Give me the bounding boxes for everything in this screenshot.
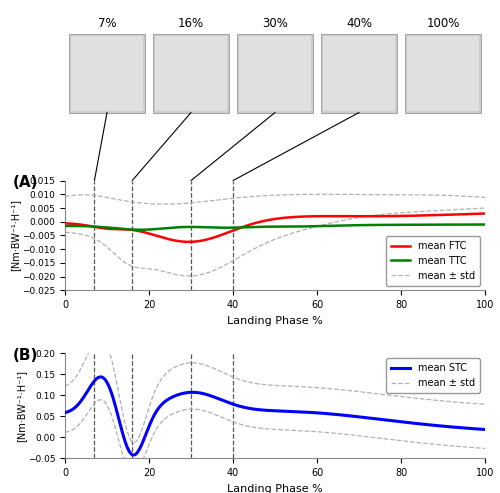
Legend: mean FTC, mean TTC, mean ± std: mean FTC, mean TTC, mean ± std xyxy=(386,236,480,285)
Bar xyxy=(72,36,142,110)
Bar xyxy=(324,36,394,110)
X-axis label: Landing Phase %: Landing Phase % xyxy=(227,484,323,493)
Bar xyxy=(69,35,145,112)
Text: 7%: 7% xyxy=(98,17,116,30)
Y-axis label: [Nm·BW⁻¹·H⁻¹]: [Nm·BW⁻¹·H⁻¹] xyxy=(16,370,26,442)
Bar xyxy=(153,35,229,112)
Text: 100%: 100% xyxy=(426,17,460,30)
Bar xyxy=(405,35,481,112)
Text: 30%: 30% xyxy=(262,17,288,30)
Bar xyxy=(408,36,478,110)
Bar xyxy=(240,36,310,110)
Text: 16%: 16% xyxy=(178,17,204,30)
Bar xyxy=(321,35,397,112)
Text: (A): (A) xyxy=(12,175,38,190)
Legend: mean STC, mean ± std: mean STC, mean ± std xyxy=(386,358,480,393)
Text: 40%: 40% xyxy=(346,17,372,30)
Bar xyxy=(237,35,313,112)
X-axis label: Landing Phase %: Landing Phase % xyxy=(227,316,323,326)
Text: (B): (B) xyxy=(12,348,38,363)
Bar xyxy=(156,36,226,110)
Y-axis label: [Nm·BW⁻¹·H⁻¹]: [Nm·BW⁻¹·H⁻¹] xyxy=(10,200,20,272)
